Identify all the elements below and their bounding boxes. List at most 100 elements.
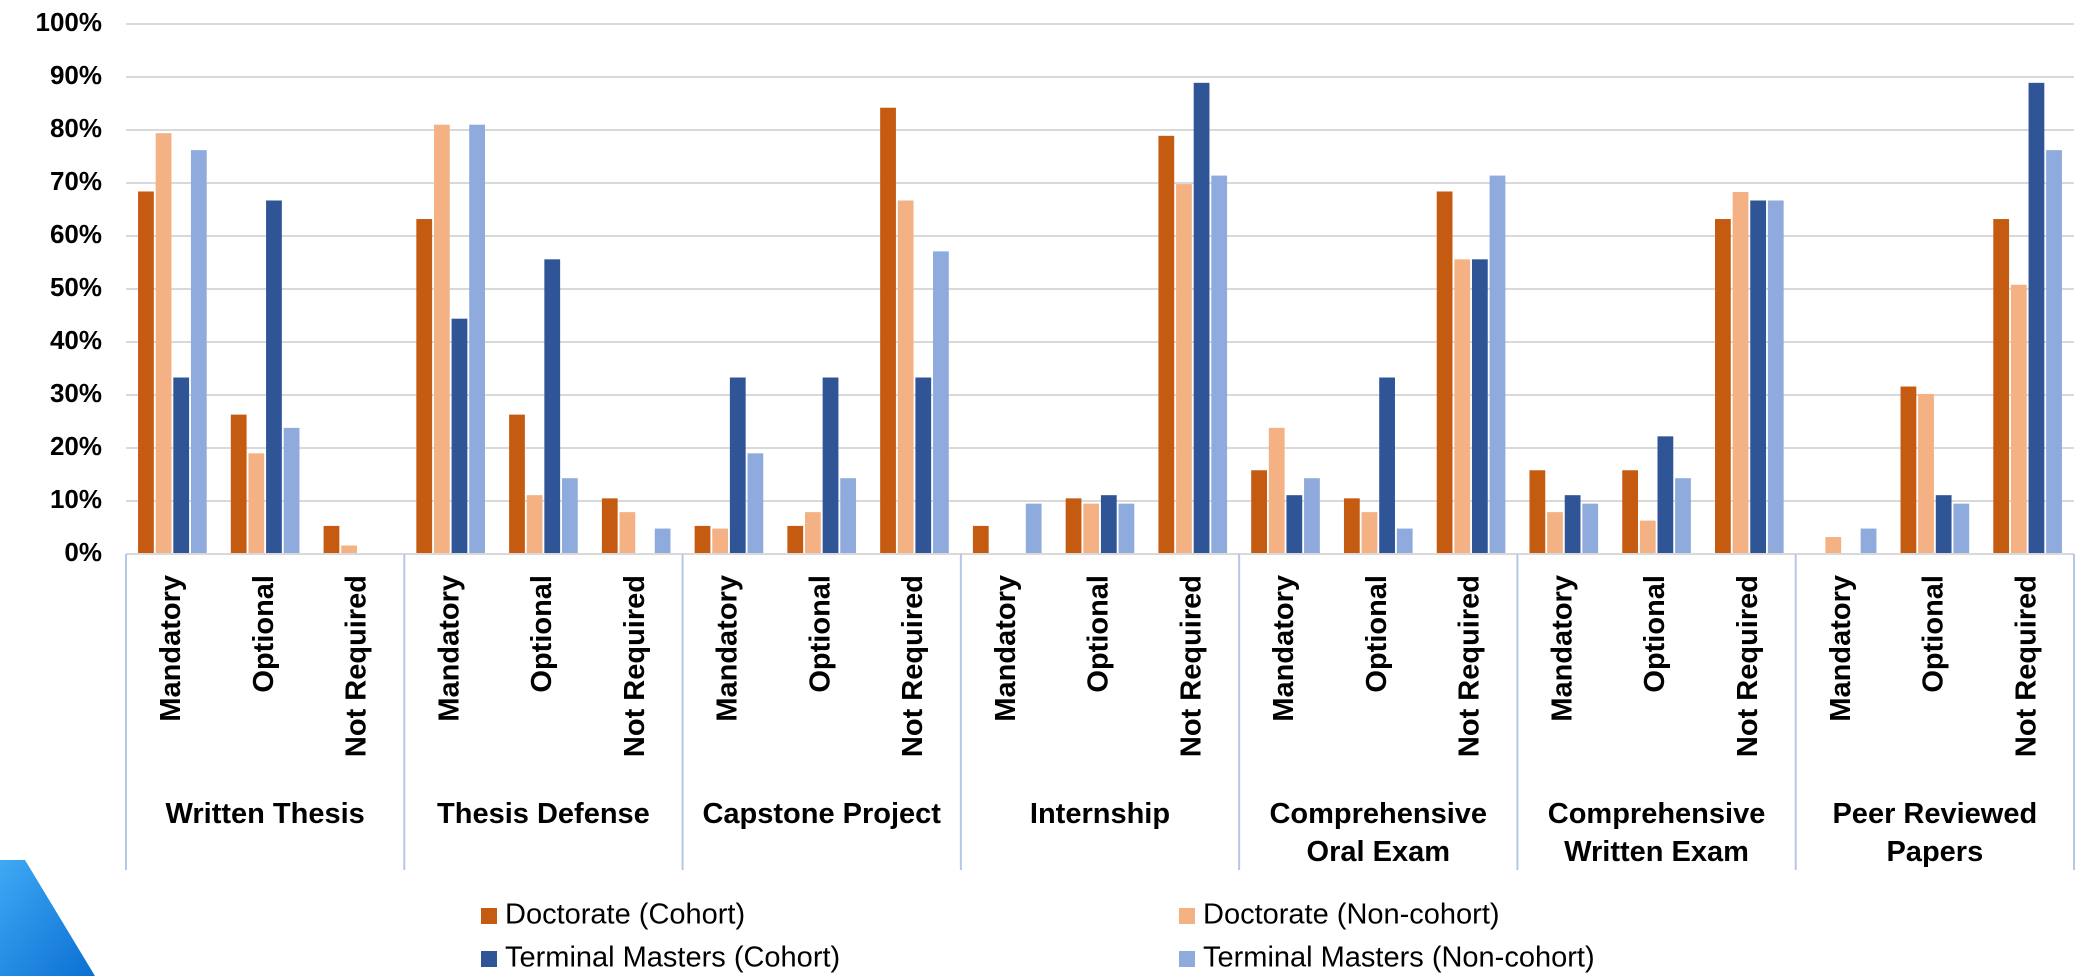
bar [2010,284,2027,554]
bar [1993,219,2010,555]
y-tick-label: 70% [50,166,102,196]
x-tick-label: Not Required [619,575,651,757]
bar [1935,495,1952,554]
bar [1622,470,1639,554]
bar [1732,192,1749,554]
y-tick-label: 60% [50,219,102,249]
bar [1825,537,1842,554]
bar [1211,175,1228,554]
bar [601,498,618,554]
x-tick-label: Optional [248,575,280,693]
bar [787,525,804,554]
bar [1118,503,1135,554]
y-tick-label: 20% [50,431,102,461]
bar [138,191,154,555]
bar [712,528,729,554]
x-tick-label: Not Required [1732,575,1764,757]
x-tick-label: Optional [1361,575,1393,693]
bar [266,200,282,555]
bar [1083,503,1100,554]
bar [190,150,207,554]
decoration [0,860,95,976]
group-label: Comprehensive Written Exam [1547,798,1766,868]
bar [1715,219,1731,555]
bar [1286,495,1303,554]
bar [1158,135,1175,554]
bar [1343,498,1360,554]
legend-label: Doctorate (Non-cohort) [1203,899,1500,931]
x-tick-label: Not Required [897,575,929,757]
bar [1454,259,1471,554]
x-tick-label: Mandatory [1268,575,1300,722]
bar [341,545,357,554]
bar [972,525,989,554]
bar [469,124,485,554]
bar [1176,184,1192,554]
bar [1193,82,1210,554]
bar [1471,259,1488,554]
legend-swatch [1179,951,1195,967]
x-tick-label: Optional [1918,575,1950,693]
bar [1100,495,1117,554]
bar [526,495,543,554]
bar [416,219,433,555]
bar [897,200,914,555]
x-tick-label: Optional [804,575,836,693]
x-tick-label: Not Required [341,575,373,757]
bar [1065,498,1082,554]
bar [1918,393,1934,554]
bar [654,528,671,554]
legend-swatch [1179,908,1195,924]
bar [1639,520,1656,554]
y-tick-label: 10% [50,484,102,514]
group-label: Capstone Project [702,798,941,830]
bar [840,478,857,554]
legend-swatch [481,908,497,924]
bar [283,427,300,554]
bar [1361,512,1378,554]
bar [173,377,190,554]
bar [933,251,949,554]
bar [2046,150,2062,554]
group-label: Peer Reviewed Papers [1832,798,2038,868]
bar [248,453,265,554]
group-label: Comprehensive Oral Exam [1269,798,1488,868]
x-tick-label: Mandatory [155,575,187,722]
bar [1564,495,1581,554]
bar [1304,478,1320,554]
x-tick-label: Not Required [2010,575,2042,757]
bar [1489,175,1506,554]
y-tick-label: 0% [64,537,102,567]
group-label: Thesis Defense [437,798,650,830]
bar [433,124,450,554]
bar [1396,528,1413,554]
bar [880,107,896,555]
legend-label: Doctorate (Cohort) [505,899,745,931]
y-tick-label: 100% [36,7,103,37]
bar [230,414,247,554]
bar [509,414,525,554]
bar [1379,377,1395,554]
bar [323,525,340,554]
bar [1900,386,1917,554]
bar [1025,503,1042,554]
bar [544,259,561,554]
y-tick-label: 30% [50,378,102,408]
bar [1547,512,1563,554]
bar [2028,82,2045,554]
bar [1767,200,1784,555]
legend-swatch [481,951,497,967]
x-tick-label: Mandatory [990,575,1022,722]
bar [561,478,578,554]
bar [822,377,839,554]
bar [1657,436,1674,554]
y-tick-label: 50% [50,272,102,302]
bar [1953,503,1970,554]
x-tick-label: Optional [526,575,558,693]
x-tick-label: Not Required [1454,575,1486,757]
y-tick-label: 90% [50,60,102,90]
y-tick-label: 80% [50,113,102,143]
bar [619,512,636,554]
x-tick-label: Mandatory [712,575,744,722]
